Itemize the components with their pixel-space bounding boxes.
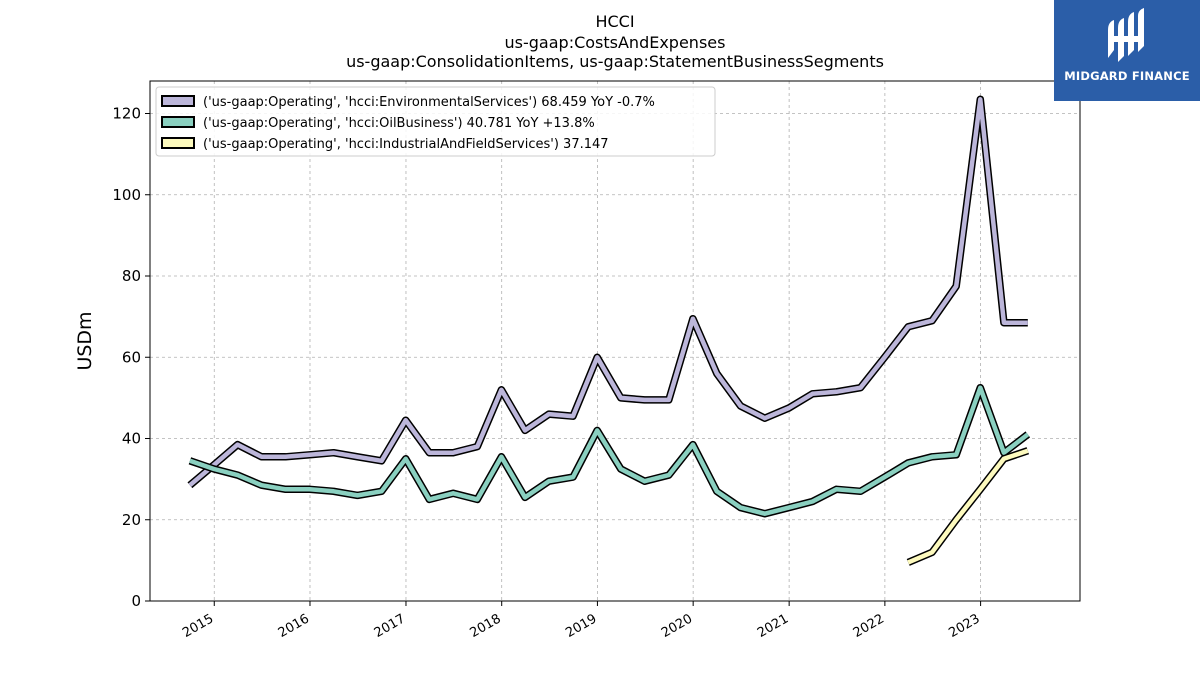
y-tick-label: 40: [122, 430, 141, 448]
chart-title: HCCI us-gaap:CostsAndExpenses us-gaap:Co…: [346, 12, 884, 71]
legend: ('us-gaap:Operating', 'hcci:Environmenta…: [155, 86, 716, 157]
y-axis: 0 20 40 60 80 100 120: [112, 105, 150, 610]
x-tick-label: 2015: [180, 611, 216, 641]
brand-logo: MIDGARD FINANCE: [1054, 0, 1200, 101]
legend-box: [155, 86, 716, 157]
x-tick-label: 2018: [468, 611, 504, 641]
title-line-3: us-gaap:ConsolidationItems, us-gaap:Stat…: [346, 52, 884, 71]
legend-swatch: [161, 95, 195, 107]
legend-swatch: [161, 116, 195, 128]
series-0: [187, 95, 1028, 489]
grid: [150, 81, 1080, 602]
plot-frame: [149, 80, 1081, 602]
y-tick-label: 20: [122, 511, 141, 529]
x-tick-label: 2021: [755, 611, 791, 641]
x-tick-label: 2023: [946, 611, 982, 641]
series-1: [188, 383, 1031, 518]
legend-label: ('us-gaap:Operating', 'hcci:IndustrialAn…: [203, 137, 609, 152]
y-axis-label: USDm: [74, 311, 96, 370]
x-tick-label: 2022: [851, 611, 887, 641]
legend-label: ('us-gaap:Operating', 'hcci:OilBusiness'…: [203, 116, 595, 131]
y-tick-label: 60: [122, 348, 141, 366]
x-tick-label: 2017: [372, 611, 408, 641]
title-line-1: HCCI: [595, 12, 634, 31]
x-tick-label: 2019: [563, 611, 599, 641]
title-line-2: us-gaap:CostsAndExpenses: [505, 33, 726, 52]
legend-swatch: [161, 137, 195, 149]
logo-text: MIDGARD FINANCE: [1064, 69, 1190, 83]
y-tick-label: 100: [112, 186, 141, 204]
legend-item: ('us-gaap:Operating', 'hcci:IndustrialAn…: [161, 137, 609, 152]
legend-item: ('us-gaap:Operating', 'hcci:OilBusiness'…: [161, 116, 595, 131]
series-2: [906, 447, 1030, 566]
series-line-outline: [187, 95, 1028, 489]
x-tick-label: 2020: [659, 611, 695, 641]
series-line: [189, 385, 1030, 516]
series-lines: [187, 95, 1031, 566]
legend-label: ('us-gaap:Operating', 'hcci:Environmenta…: [203, 95, 655, 110]
y-tick-label: 80: [122, 267, 141, 285]
x-tick-label: 2016: [276, 611, 312, 641]
y-tick-label: 120: [112, 105, 141, 123]
logo-mark-icon: [1108, 8, 1144, 62]
x-axis: 2015 2016 2017 2018 2019 2020 2021 2022 2023: [180, 601, 983, 641]
series-line: [907, 448, 1029, 565]
y-tick-label: 0: [131, 592, 141, 610]
legend-item: ('us-gaap:Operating', 'hcci:Environmenta…: [161, 95, 655, 110]
series-line: [188, 97, 1028, 487]
